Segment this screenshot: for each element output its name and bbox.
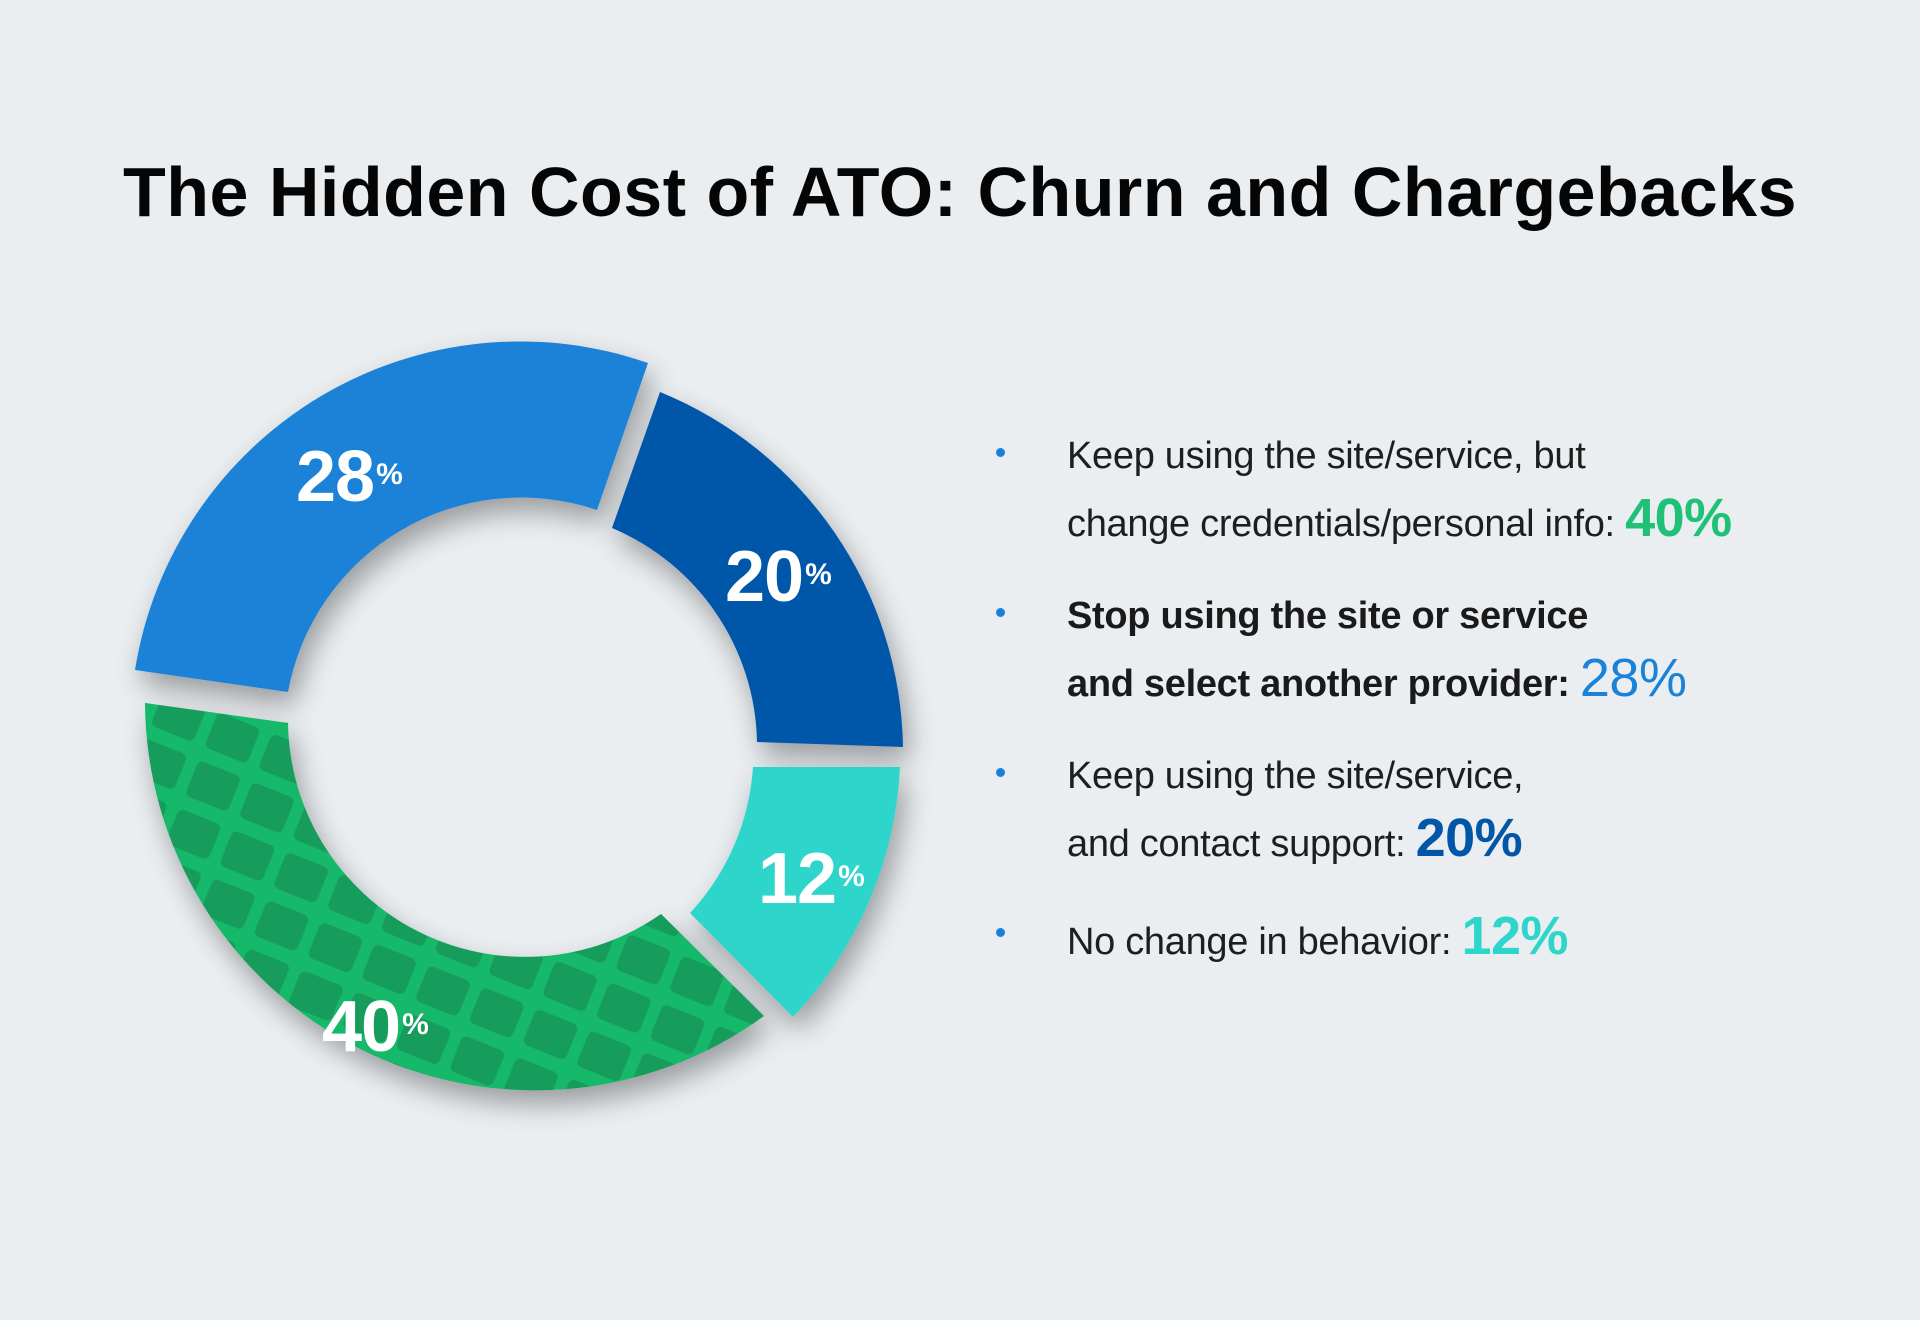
segment-label-20: 20% — [725, 537, 832, 617]
bullet-icon — [996, 608, 1005, 617]
chart-title: The Hidden Cost of ATO: Churn and Charge… — [122, 153, 1798, 231]
legend-text: Keep using the site/service, — [1067, 755, 1524, 797]
segment-label-28: 28% — [296, 437, 403, 517]
bullet-icon — [996, 768, 1005, 777]
legend-item-20: Keep using the site/service, and contact… — [990, 745, 1870, 905]
legend-text: No change in behavior: — [1067, 921, 1452, 963]
legend-value: 28% — [1579, 648, 1687, 708]
legend-item-28: Stop using the site or service and selec… — [990, 585, 1870, 745]
legend-text: Stop using the site or service — [1067, 595, 1589, 637]
segment-20-dark-blue — [612, 392, 903, 747]
legend-item-40: Keep using the site/service, but change … — [990, 425, 1870, 585]
legend-text: change credentials/personal info: — [1067, 503, 1615, 545]
segment-label-40: 40% — [322, 987, 429, 1067]
legend: Keep using the site/service, but change … — [990, 425, 1870, 1065]
segment-28-light-blue — [135, 341, 648, 692]
legend-text: and select another provider: — [1067, 663, 1570, 705]
legend-text: Keep using the site/service, but — [1067, 435, 1586, 477]
legend-text: and contact support: — [1067, 823, 1406, 865]
bullet-icon — [996, 928, 1005, 937]
bullet-icon — [996, 448, 1005, 457]
legend-value: 12% — [1461, 906, 1569, 966]
segment-label-12: 12% — [758, 839, 865, 919]
legend-value: 20% — [1415, 808, 1523, 868]
segment-12-cyan — [690, 767, 900, 1017]
legend-item-12: No change in behavior: 12% — [990, 905, 1870, 1065]
segment-40-green — [145, 703, 764, 1091]
legend-value: 40% — [1625, 488, 1732, 548]
